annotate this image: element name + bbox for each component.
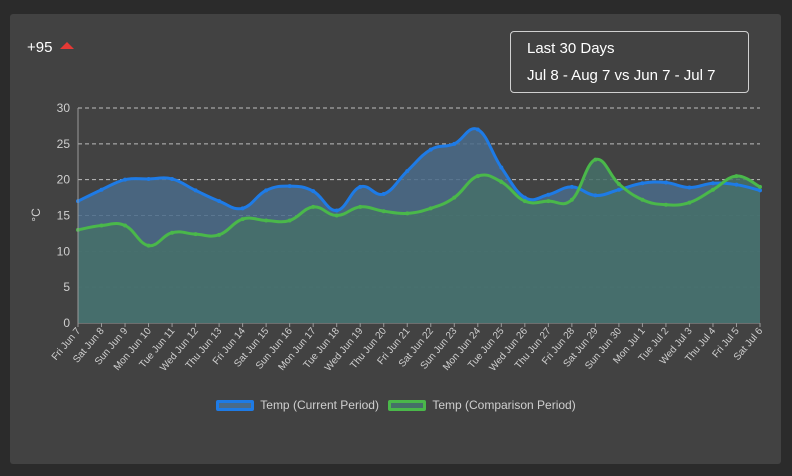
y-tick-label: 5 (63, 280, 70, 294)
y-axis: 0 5 10 15 20 25 30 (57, 101, 79, 330)
legend-swatch-comparison (388, 399, 427, 411)
point-current[interactable] (405, 169, 410, 174)
period-title: Last 30 Days (527, 40, 615, 57)
area-comparison (78, 159, 760, 323)
point-comparison[interactable] (123, 223, 128, 228)
point-comparison[interactable] (240, 217, 245, 222)
point-current[interactable] (687, 185, 692, 190)
point-comparison[interactable] (616, 181, 621, 186)
period-selector[interactable]: Last 30 Days Jul 8 - Aug 7 vs Jun 7 - Ju… (510, 31, 749, 93)
point-comparison[interactable] (522, 199, 527, 204)
point-comparison[interactable] (358, 204, 363, 209)
point-current[interactable] (663, 180, 668, 185)
point-comparison[interactable] (146, 243, 151, 248)
point-comparison[interactable] (475, 174, 480, 179)
point-current[interactable] (311, 189, 316, 194)
point-current[interactable] (287, 184, 292, 189)
point-comparison[interactable] (193, 232, 198, 237)
line-current (77, 127, 761, 212)
point-comparison[interactable] (287, 218, 292, 223)
point-current[interactable] (334, 208, 339, 213)
point-current[interactable] (546, 192, 551, 197)
point-comparison[interactable] (546, 199, 551, 204)
point-current[interactable] (240, 206, 245, 211)
point-comparison[interactable] (710, 187, 715, 192)
point-current[interactable] (381, 192, 386, 196)
point-current[interactable] (710, 181, 715, 186)
point-current[interactable] (217, 199, 222, 204)
point-current[interactable] (499, 165, 504, 170)
point-current[interactable] (640, 181, 645, 186)
y-tick-label: 25 (57, 137, 71, 151)
legend-item-comparison[interactable]: Temp (Comparison Period) (388, 398, 576, 412)
delta-value: +95 (27, 39, 53, 56)
series-areas (78, 128, 760, 323)
point-current[interactable] (123, 177, 128, 182)
y-tick-label: 0 (63, 316, 70, 330)
y-tick-label: 10 (57, 244, 71, 258)
series-lines (77, 127, 761, 248)
point-current[interactable] (452, 141, 457, 146)
legend-item-current[interactable]: Temp (Current Period) (216, 398, 379, 412)
legend-swatch-current (216, 399, 255, 411)
point-comparison[interactable] (663, 202, 668, 207)
point-comparison[interactable] (217, 232, 222, 237)
point-comparison[interactable] (452, 195, 457, 200)
point-comparison[interactable] (311, 204, 316, 209)
period-range: Jul 8 - Aug 7 vs Jun 7 - Jul 7 (527, 67, 716, 84)
delta-indicator: +95 (27, 39, 75, 56)
line-comparison (77, 157, 761, 248)
legend-label-comparison: Temp (Comparison Period) (432, 398, 576, 412)
point-comparison[interactable] (593, 157, 598, 162)
point-comparison[interactable] (734, 174, 739, 179)
point-comparison[interactable] (428, 206, 433, 211)
point-comparison[interactable] (170, 230, 175, 235)
point-comparison[interactable] (405, 211, 410, 216)
legend-label-current: Temp (Current Period) (260, 398, 379, 412)
point-comparison[interactable] (758, 184, 762, 189)
point-comparison[interactable] (99, 223, 104, 228)
point-comparison[interactable] (687, 200, 692, 205)
point-current[interactable] (593, 193, 598, 198)
point-current[interactable] (170, 176, 175, 181)
point-comparison[interactable] (569, 197, 574, 202)
point-comparison[interactable] (334, 213, 339, 218)
series-points (76, 127, 762, 248)
y-axis-label: °C (29, 208, 43, 222)
y-tick-label: 15 (57, 209, 71, 223)
trend-up-icon (60, 42, 75, 49)
point-current[interactable] (616, 187, 621, 192)
point-current[interactable] (734, 182, 739, 187)
point-current[interactable] (193, 188, 198, 193)
point-comparison[interactable] (264, 218, 269, 223)
y-tick-label: 30 (57, 101, 71, 115)
point-current[interactable] (522, 195, 527, 200)
chart-legend: Temp (Current Period) Temp (Comparison P… (0, 398, 792, 414)
point-comparison[interactable] (381, 209, 386, 214)
point-current[interactable] (758, 188, 762, 193)
point-comparison[interactable] (640, 197, 645, 202)
point-current[interactable] (264, 188, 269, 193)
point-current[interactable] (99, 187, 104, 192)
point-current[interactable] (428, 147, 433, 152)
point-current[interactable] (358, 184, 363, 189)
point-comparison[interactable] (499, 179, 504, 184)
y-tick-label: 20 (57, 173, 71, 187)
point-current[interactable] (569, 184, 574, 189)
point-current[interactable] (475, 127, 480, 132)
point-current[interactable] (146, 176, 151, 181)
